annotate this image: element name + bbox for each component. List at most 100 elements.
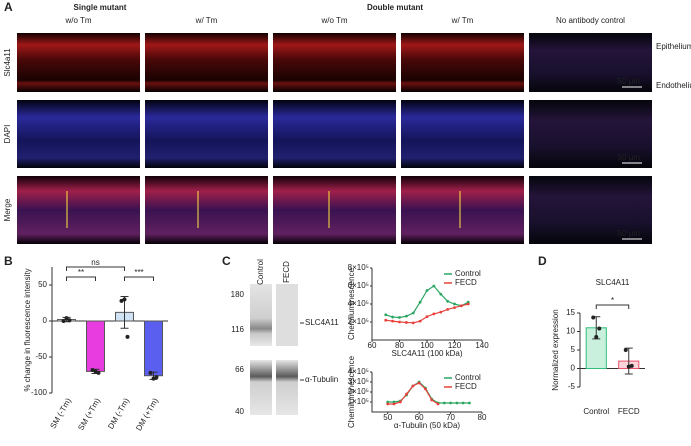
data-point <box>386 402 390 406</box>
data-point <box>411 384 415 388</box>
significance-label: * <box>611 296 614 305</box>
x-tick-label: 120 <box>448 341 462 350</box>
column-label: w/o Tm <box>320 16 347 25</box>
bar <box>86 320 105 372</box>
data-point <box>119 298 124 303</box>
data-point <box>151 376 156 381</box>
y-tick-label: 3×10⁵ <box>348 377 369 386</box>
significance-bracket <box>66 276 96 281</box>
lane-label: Control <box>256 259 265 285</box>
lane-label: FECD <box>282 261 291 283</box>
x-tick-label: 50 <box>383 413 392 422</box>
y-axis-label: % change in fluorescence intensity <box>23 268 32 391</box>
data-point <box>425 289 429 292</box>
column-label: w/o Tm <box>64 16 91 25</box>
data-point <box>154 375 159 380</box>
data-point <box>626 364 631 369</box>
column-label: No antibody control <box>556 16 625 25</box>
micrograph <box>17 176 140 244</box>
micrograph <box>273 33 396 92</box>
layer-label: Endothelium <box>656 81 691 90</box>
data-point <box>594 335 599 340</box>
micrograph <box>401 33 524 92</box>
micrograph <box>273 176 396 244</box>
data-point <box>67 318 72 323</box>
data-point <box>425 315 429 318</box>
data-point <box>404 314 408 318</box>
data-point <box>125 334 130 339</box>
mw-marker: 66 <box>235 365 244 374</box>
row-label: Merge <box>3 198 12 221</box>
x-axis-label: SLC4A11 (100 kDa) <box>392 349 463 358</box>
data-point <box>417 381 421 385</box>
data-point <box>430 398 434 402</box>
data-point <box>398 400 402 404</box>
data-point <box>432 312 436 316</box>
micrograph <box>273 100 396 168</box>
panel-label: B <box>4 254 13 268</box>
band-label: α-Tubulin <box>305 375 338 384</box>
bar <box>144 320 163 377</box>
data-point <box>439 292 443 296</box>
legend-label: FECD <box>455 278 477 287</box>
significance-label: ns <box>91 258 99 267</box>
data-point <box>461 401 465 405</box>
y-tick-label: -5 <box>568 382 576 391</box>
x-tick-label: Control <box>583 407 609 416</box>
data-point <box>629 363 634 368</box>
x-tick-label: SM (-Tm) <box>48 396 73 430</box>
data-point <box>64 316 69 321</box>
y-axis-label: Chemiluminescence <box>347 267 356 340</box>
data-point <box>392 402 396 406</box>
data-point <box>591 315 596 320</box>
micrograph <box>145 176 268 244</box>
data-point <box>424 387 427 391</box>
significance-bracket <box>595 304 630 309</box>
micrograph <box>529 176 652 244</box>
data-point <box>468 401 471 405</box>
y-tick-label: 4×10⁵ <box>348 299 369 308</box>
data-point <box>597 326 602 331</box>
data-point <box>455 401 459 405</box>
micrograph <box>17 33 140 92</box>
data-point <box>391 319 395 323</box>
group-label: Double mutant <box>367 3 423 12</box>
data-point <box>432 284 436 288</box>
data-point <box>453 306 456 309</box>
layer-label: Epithelium <box>656 42 691 51</box>
data-point <box>411 321 415 325</box>
significance-bracket <box>66 266 125 271</box>
micrograph <box>529 100 652 168</box>
x-tick-label: DM (+Tm) <box>134 396 160 432</box>
data-point <box>122 297 127 302</box>
series-line <box>385 303 469 324</box>
y-axis-label: Chemiluminescence <box>347 355 356 428</box>
x-tick-label: 80 <box>478 413 487 422</box>
data-point <box>148 370 153 375</box>
y-tick-label: 10 <box>566 327 575 336</box>
panel-label: A <box>4 0 13 14</box>
data-point <box>93 369 98 374</box>
data-point <box>386 400 390 404</box>
scale-bar-label: 50 µm <box>618 77 641 86</box>
row-label: DAPI <box>3 125 12 144</box>
chart-title: SLC4A11 <box>596 278 630 287</box>
micrograph <box>401 100 524 168</box>
y-tick-label: 0 <box>571 364 576 373</box>
data-point <box>439 310 443 314</box>
legend-label: Control <box>455 373 481 382</box>
band-label: SLC4A11 <box>305 318 339 327</box>
significance-label: ** <box>78 268 84 277</box>
y-tick-label: 50 <box>38 280 47 289</box>
axes <box>371 372 482 413</box>
legend-label: Control <box>455 269 481 278</box>
significance-label: *** <box>134 268 143 277</box>
scale-bar-label: 50 µm <box>618 229 641 238</box>
data-point <box>449 401 452 405</box>
western-blot <box>250 284 304 415</box>
data-point <box>436 402 440 406</box>
data-point <box>384 318 388 322</box>
y-tick-label: 2×10⁵ <box>348 387 369 396</box>
data-point <box>466 302 470 306</box>
x-tick-label: 60 <box>415 413 424 422</box>
